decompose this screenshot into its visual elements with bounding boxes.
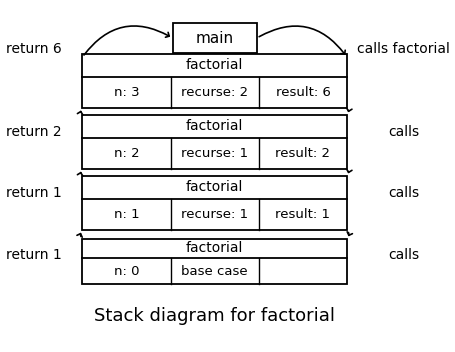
Text: n: 0: n: 0: [114, 265, 139, 278]
Bar: [82, 176, 347, 230]
Text: Stack diagram for factorial: Stack diagram for factorial: [94, 307, 335, 325]
Text: calls: calls: [388, 247, 420, 262]
Text: n: 3: n: 3: [114, 86, 139, 99]
Text: result: 1: result: 1: [275, 208, 330, 221]
Bar: [82, 54, 347, 108]
Text: calls factorial: calls factorial: [357, 42, 450, 56]
Text: recurse: 2: recurse: 2: [181, 86, 248, 99]
Text: return 1: return 1: [6, 247, 62, 262]
Text: recurse: 1: recurse: 1: [181, 208, 248, 221]
Text: factorial: factorial: [186, 180, 243, 194]
Text: return 6: return 6: [6, 42, 62, 56]
Bar: [172, 23, 257, 53]
Text: factorial: factorial: [186, 58, 243, 72]
Text: result: 2: result: 2: [275, 147, 330, 160]
Text: n: 2: n: 2: [114, 147, 139, 160]
Text: base case: base case: [182, 265, 248, 278]
Text: factorial: factorial: [186, 119, 243, 133]
Text: return 1: return 1: [6, 187, 62, 200]
Bar: [82, 115, 347, 169]
Text: recurse: 1: recurse: 1: [181, 147, 248, 160]
Text: calls: calls: [388, 125, 420, 139]
Text: calls: calls: [388, 187, 420, 200]
Text: factorial: factorial: [186, 241, 243, 256]
Bar: [82, 239, 347, 284]
Text: n: 1: n: 1: [114, 208, 139, 221]
Text: result: 6: result: 6: [275, 86, 330, 99]
Text: main: main: [196, 31, 234, 45]
Text: return 2: return 2: [6, 125, 62, 139]
